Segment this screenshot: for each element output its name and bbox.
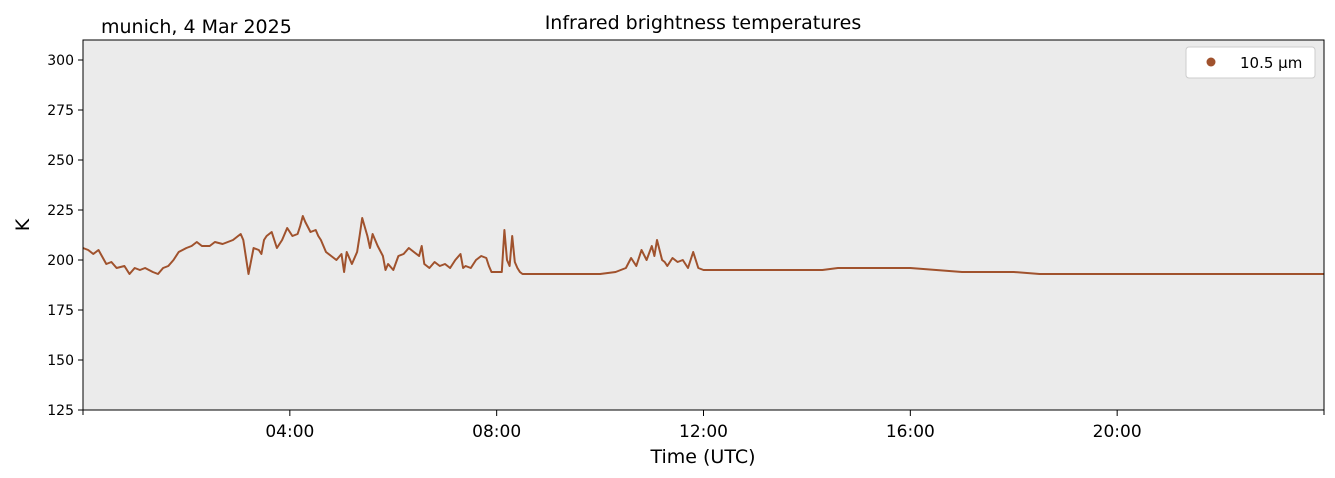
- chart-title: Infrared brightness temperatures: [545, 12, 862, 34]
- x-tick-label: 04:00: [265, 422, 314, 442]
- series-line-10-5-um: [82, 215, 1324, 275]
- y-tick-label: 200: [47, 253, 74, 269]
- plot-area: [83, 40, 1324, 410]
- x-tick-label: 08:00: [472, 422, 521, 442]
- location-date-label: munich, 4 Mar 2025: [101, 16, 292, 38]
- y-tick-label: 175: [47, 303, 74, 319]
- y-tick-label: 275: [47, 103, 74, 119]
- y-tick-label: 150: [47, 353, 74, 369]
- y-tick-label: 250: [47, 153, 74, 169]
- plot-frame: [82, 39, 1325, 411]
- x-tick-label: 20:00: [1093, 422, 1142, 442]
- legend-entry-label: 10.5 µm: [1240, 54, 1302, 72]
- y-tick-label: 225: [47, 203, 74, 219]
- x-tick-label: 16:00: [886, 422, 935, 442]
- y-tick-label: 125: [47, 403, 74, 419]
- x-axis-label: Time (UTC): [649, 446, 755, 468]
- legend: 10.5 µm: [1185, 46, 1316, 79]
- legend-box: [1185, 46, 1316, 79]
- y-tick-label: 300: [47, 53, 74, 69]
- y-axis-label: K: [12, 218, 34, 231]
- legend-marker: [1206, 57, 1216, 67]
- x-tick-label: 12:00: [679, 422, 728, 442]
- y-axis-ticks: 125 150 175 200 225 250 275 300: [47, 53, 83, 419]
- x-axis-ticks: 04:00 08:00 12:00 16:00 20:00: [82, 410, 1325, 442]
